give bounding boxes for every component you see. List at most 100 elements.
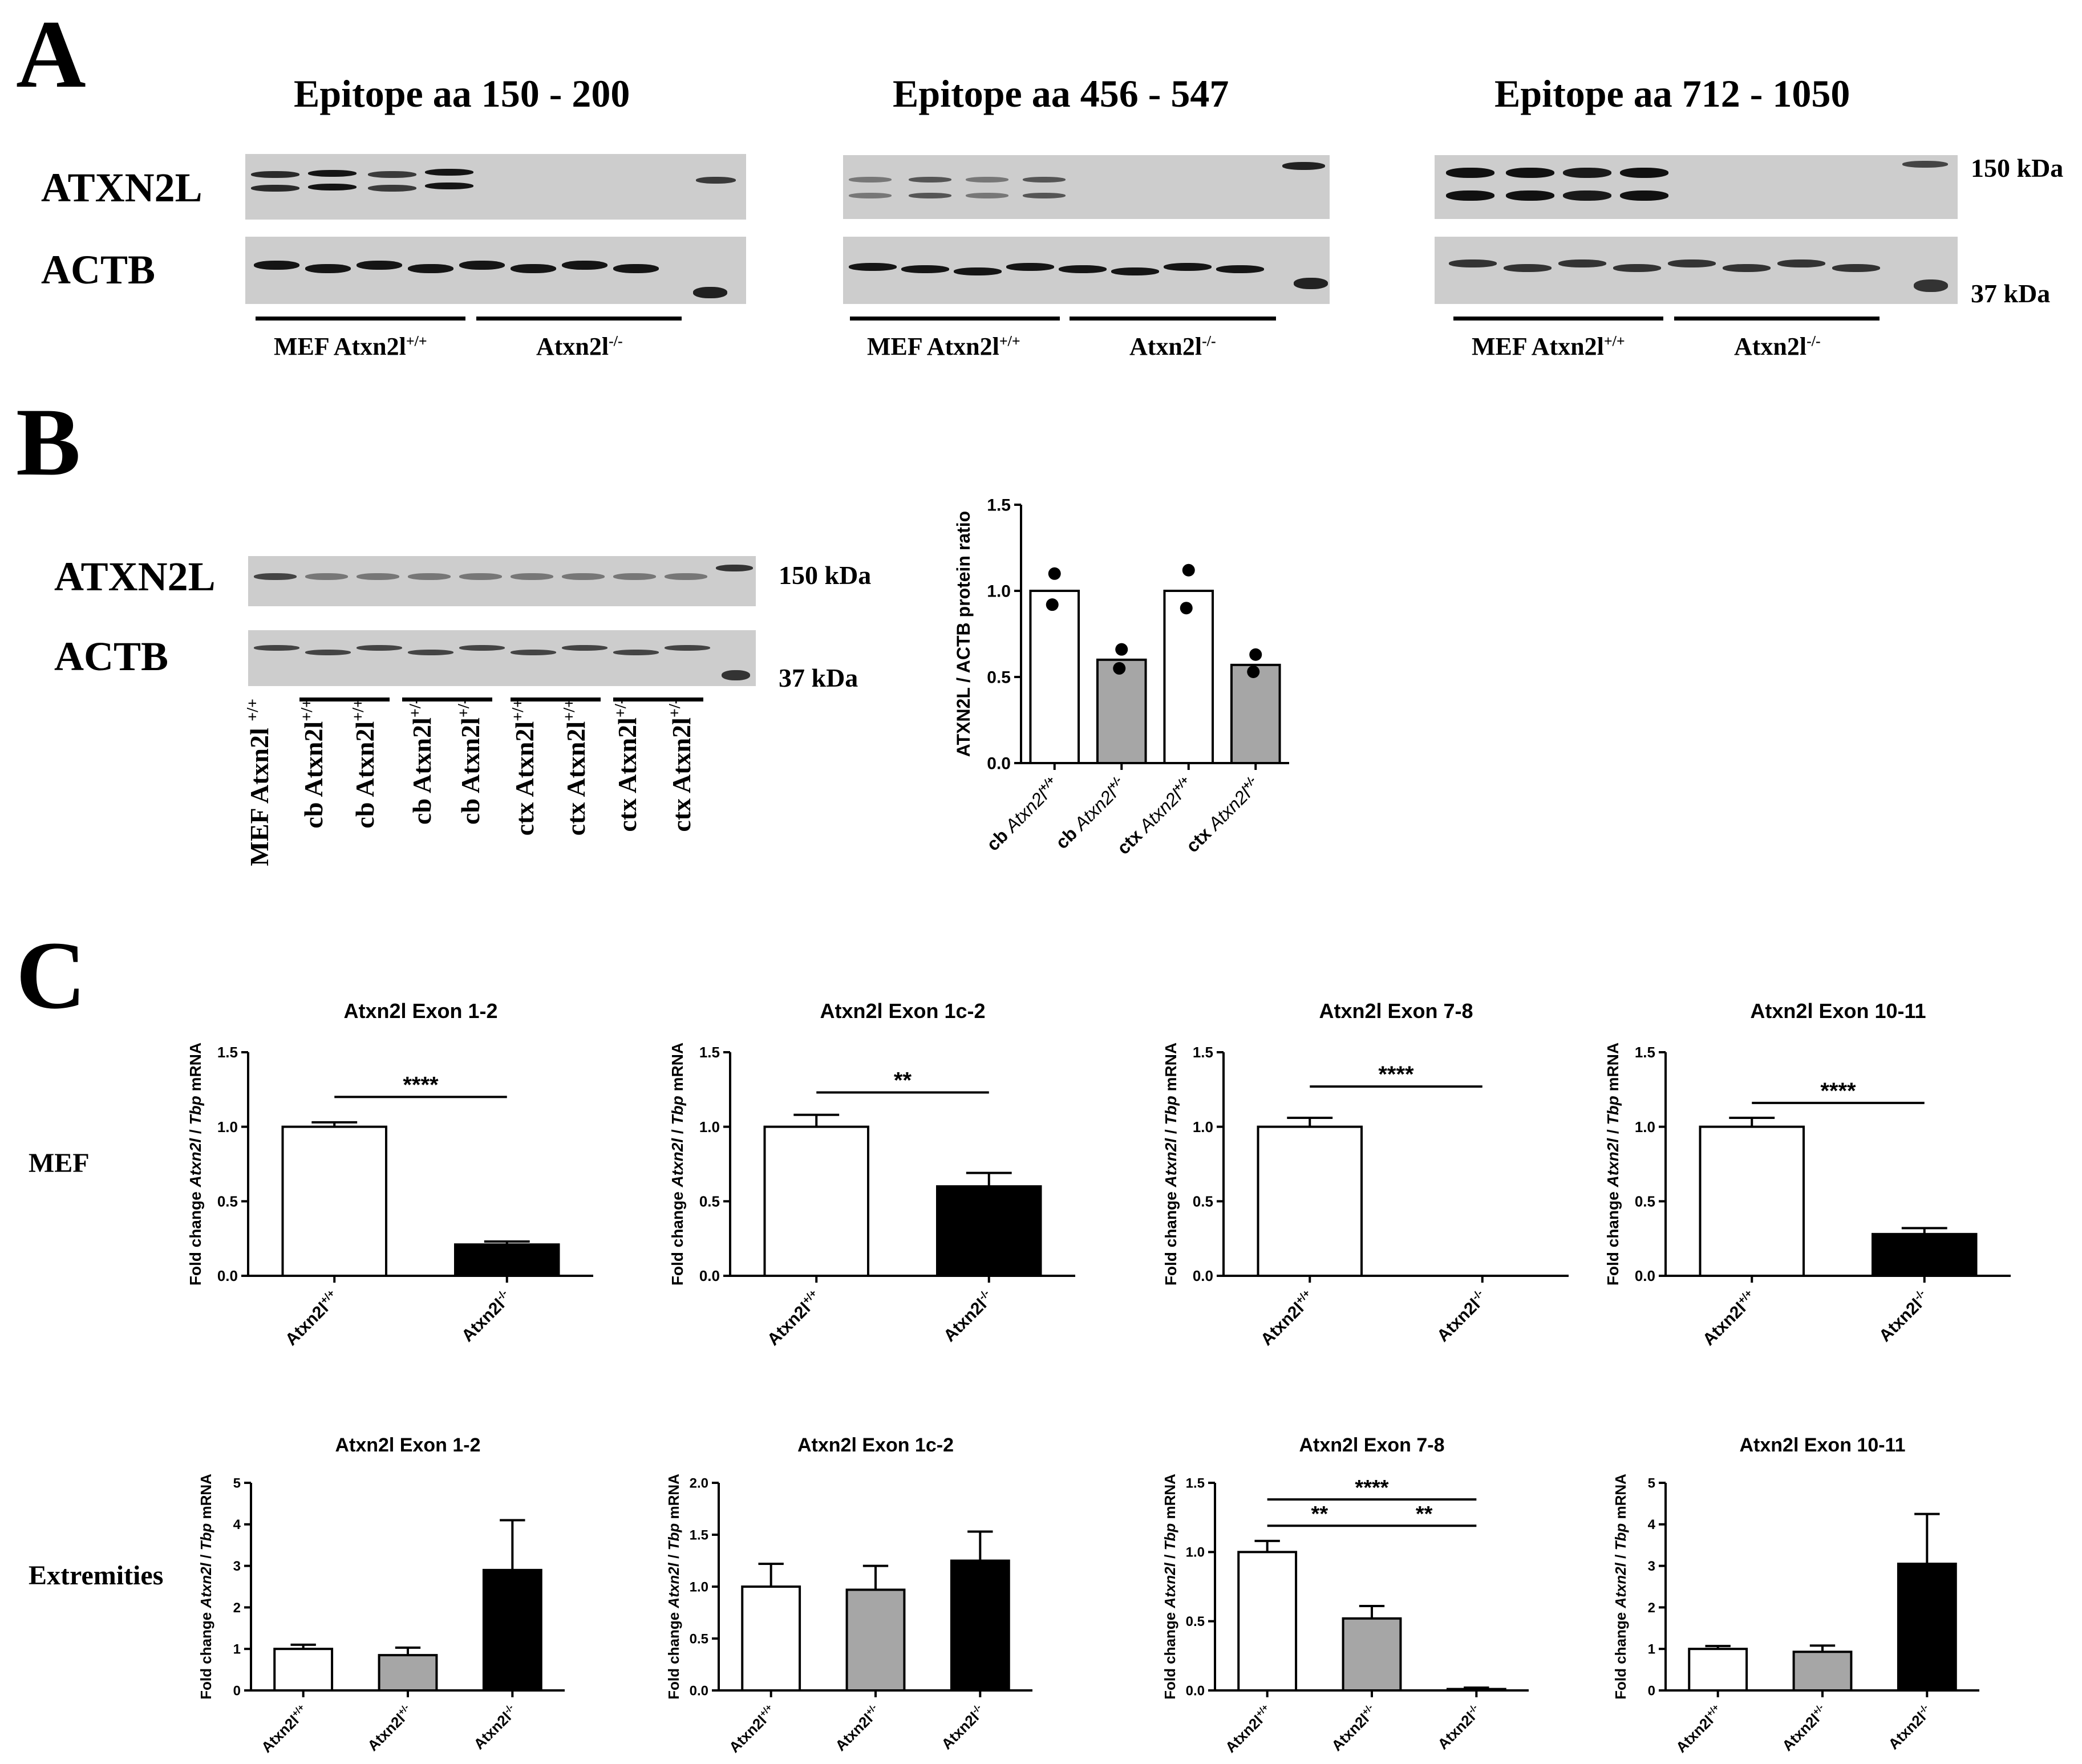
bar bbox=[1029, 590, 1080, 764]
bar bbox=[1792, 1651, 1853, 1692]
lane-label: ctx Atxn2l+/+ bbox=[561, 699, 590, 836]
y-axis-label: Fold change Atxn2l / Tbp mRNA bbox=[1161, 1474, 1178, 1700]
blot-band bbox=[1111, 267, 1159, 275]
blot-band bbox=[368, 171, 416, 178]
x-category-label: Atxn2l+/+ bbox=[1698, 1287, 1760, 1349]
y-axis-label: Fold change Atxn2l / Tbp mRNA bbox=[187, 1043, 204, 1286]
row-label-extremities: Extremities bbox=[29, 1560, 164, 1591]
chart-title: Atxn2l Exon 1-2 bbox=[335, 1434, 480, 1456]
blot-band bbox=[665, 645, 710, 651]
blot-band bbox=[1446, 190, 1494, 201]
significance-label: **** bbox=[403, 1072, 439, 1097]
panel-a-letter: A bbox=[16, 1, 86, 108]
bar bbox=[1096, 658, 1147, 764]
panel-b-size-37: 37 kDa bbox=[779, 663, 858, 692]
blot-band bbox=[954, 267, 1002, 275]
panel-b-row-label-actb: ACTB bbox=[54, 634, 169, 679]
chart-ext-exon-1-2: Atxn2l Exon 1-2 0 1 2 3 4 5 Fold change Atxn2l … bbox=[197, 1434, 565, 1756]
chart-title: Atxn2l Exon 1c-2 bbox=[820, 999, 985, 1023]
blot-band bbox=[1613, 264, 1661, 272]
blot-band bbox=[305, 264, 351, 273]
data-point bbox=[1046, 598, 1059, 611]
chart-ext-exon-10-11: Atxn2l Exon 10-11 0 1 2 3 4 5 Fold change Atxn2… bbox=[1612, 1434, 1979, 1756]
blot-band bbox=[357, 573, 399, 580]
group-line-a1-left bbox=[256, 317, 465, 321]
y-tick-label: 1.5 bbox=[699, 1044, 720, 1061]
blot-band bbox=[1832, 264, 1880, 272]
blot-band bbox=[511, 650, 556, 655]
y-tick-label: 0.0 bbox=[1186, 1683, 1205, 1698]
blot-band bbox=[425, 183, 473, 189]
x-category-label: Atxn2l+/+ bbox=[1672, 1702, 1726, 1756]
x-category-label: Atxn2l-/- bbox=[1432, 1287, 1491, 1345]
lane-label: cb Atxn2l+/+ bbox=[298, 699, 328, 829]
x-category-label: Atxn2l+/- bbox=[1328, 1702, 1380, 1754]
blot-band bbox=[408, 264, 453, 273]
blot-band bbox=[693, 287, 727, 298]
blot-band bbox=[357, 645, 402, 651]
group-line-b-ctx-het bbox=[613, 698, 703, 701]
data-point bbox=[1247, 665, 1260, 678]
x-category-label: Atxn2l+/+ bbox=[763, 1287, 825, 1349]
row-label-mef: MEF bbox=[29, 1148, 90, 1178]
y-tick-label: 1.5 bbox=[217, 1044, 238, 1061]
panel-c-letter: C bbox=[16, 922, 86, 1029]
blot-band bbox=[613, 650, 659, 655]
significance-label: **** bbox=[1820, 1078, 1856, 1104]
bar bbox=[281, 1125, 387, 1278]
blot-band bbox=[425, 169, 473, 176]
bar bbox=[482, 1568, 542, 1692]
chart-mef-exon-1c-2: Atxn2l Exon 1c-2 0.0 0.5 1.0 1.5 Fold change … bbox=[669, 999, 1075, 1349]
blot-band bbox=[408, 573, 451, 580]
y-tick-label: 2 bbox=[233, 1600, 241, 1616]
significance-label: ** bbox=[1311, 1502, 1328, 1526]
group-label-a1-wt: MEF Atxn2l+/+ bbox=[274, 332, 427, 360]
blot-band bbox=[562, 261, 607, 270]
bar bbox=[454, 1243, 560, 1277]
blot-band bbox=[562, 645, 607, 651]
bar bbox=[1163, 590, 1214, 764]
chart-title: Atxn2l Exon 10-11 bbox=[1750, 999, 1926, 1023]
y-tick-label: 0.0 bbox=[690, 1683, 708, 1698]
blot-band bbox=[696, 177, 736, 184]
blot-band bbox=[1668, 259, 1716, 267]
group-line-b-ctx-wt bbox=[511, 698, 601, 701]
x-category-label: Atxn2l+/+ bbox=[258, 1702, 311, 1756]
y-tick-label: 3 bbox=[233, 1559, 241, 1574]
y-tick-label: 1.0 bbox=[1635, 1118, 1655, 1136]
x-category-label: Atxn2l+/- bbox=[832, 1702, 884, 1754]
bar bbox=[936, 1185, 1042, 1278]
blot-band bbox=[901, 265, 949, 273]
x-category-label: Atxn2l+/- bbox=[364, 1702, 416, 1754]
blot-band bbox=[1216, 265, 1264, 273]
x-category-label: Atxn2l-/- bbox=[470, 1702, 520, 1753]
bar bbox=[1688, 1648, 1748, 1692]
bar bbox=[1230, 663, 1281, 764]
x-category-label: Atxn2l+/+ bbox=[1222, 1702, 1275, 1756]
y-axis-label: ATXN2L / ACTB protein ratio bbox=[953, 511, 974, 757]
blot-band bbox=[1449, 259, 1497, 267]
blot-band bbox=[1723, 264, 1771, 272]
y-axis-label: Fold change Atxn2l / Tbp mRNA bbox=[665, 1474, 682, 1700]
blot-band bbox=[511, 573, 553, 580]
blot-band bbox=[562, 573, 605, 580]
lane-label: ctx Atxn2l+/+ bbox=[509, 699, 539, 836]
x-category-label: cb Atxn2l+/+ bbox=[982, 774, 1063, 855]
chart-mef-exon-10-11: Atxn2l Exon 10-11 0.0 0.5 1.0 1.5 Fold change… bbox=[1604, 999, 2011, 1349]
y-tick-label: 2.0 bbox=[690, 1475, 708, 1491]
significance-label: **** bbox=[1355, 1476, 1388, 1500]
group-label-a2-ko: Atxn2l-/- bbox=[1129, 332, 1216, 360]
blot-band bbox=[966, 193, 1008, 198]
panel-a-row-label-atxn2l: ATXN2L bbox=[41, 165, 202, 210]
y-tick-label: 3 bbox=[1648, 1559, 1655, 1574]
data-point bbox=[1048, 567, 1061, 580]
y-tick-label: 0.0 bbox=[1193, 1267, 1213, 1284]
y-tick-label: 1.0 bbox=[987, 582, 1011, 601]
blot-a2-actb bbox=[843, 237, 1330, 304]
chart-ext-exon-7-8: Atxn2l Exon 7-8 0.0 0.5 1.0 1.5 Fold change A… bbox=[1161, 1434, 1529, 1756]
bar bbox=[1446, 1688, 1506, 1692]
blot-band bbox=[1504, 264, 1552, 272]
y-axis-label: Fold change Atxn2l / Tbp mRNA bbox=[1604, 1043, 1622, 1286]
